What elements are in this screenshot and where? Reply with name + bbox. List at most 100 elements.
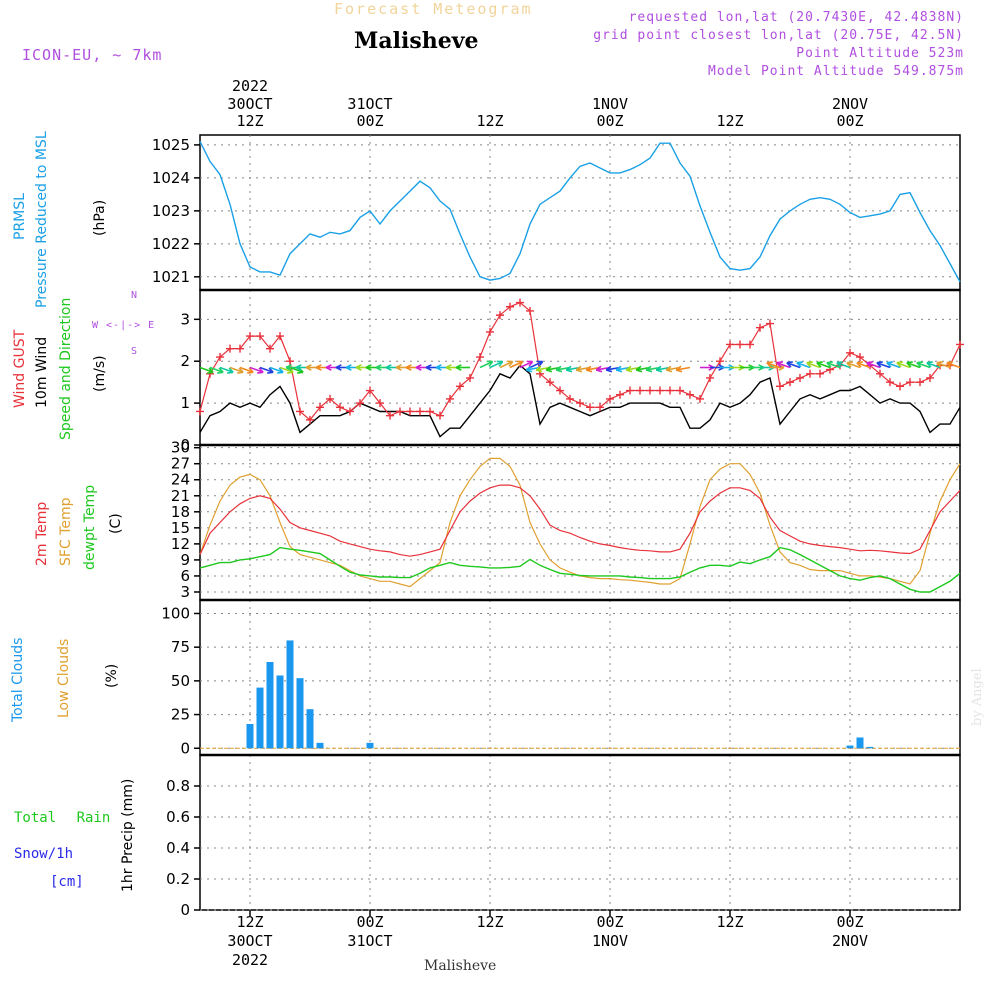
wind-arrow-head bbox=[876, 361, 883, 368]
wind-arrow-head bbox=[836, 361, 843, 368]
y-tick-label: 0.8 bbox=[166, 777, 190, 795]
wind-arrow-head bbox=[595, 365, 603, 373]
wind-arrow-head bbox=[295, 364, 302, 371]
gust-marker bbox=[296, 407, 304, 416]
wind-arrow-head bbox=[856, 361, 863, 368]
wind-arrow-head bbox=[826, 361, 833, 368]
wind-arrow bbox=[786, 361, 801, 369]
wind-arrow-head bbox=[635, 365, 643, 373]
y-tick-label: 0 bbox=[180, 436, 190, 454]
top-axis-label: 00Z bbox=[836, 112, 864, 130]
gust-marker bbox=[586, 403, 594, 412]
gust-marker bbox=[256, 332, 264, 341]
wind-arrow bbox=[896, 361, 911, 369]
wind-arrow-head bbox=[506, 360, 514, 367]
gust-marker bbox=[576, 399, 584, 408]
gust-marker bbox=[216, 353, 224, 362]
y-tick-label: 25 bbox=[171, 706, 190, 724]
wind-arrow-head bbox=[207, 367, 214, 374]
y-tick-label: 12 bbox=[171, 535, 190, 553]
top-axis-label: 12Z bbox=[236, 112, 264, 130]
precip-unit-label: 1hr Precip (mm) bbox=[120, 778, 136, 892]
wind-arrow-head bbox=[305, 364, 312, 371]
bottom-axis-label: 12Z bbox=[716, 913, 744, 931]
wind-arrow-head bbox=[806, 361, 813, 368]
wind-arrow-head bbox=[555, 365, 563, 373]
gust-marker bbox=[736, 340, 744, 349]
wind-arrow-head bbox=[536, 360, 544, 367]
snow-unit-label: [cm] bbox=[50, 874, 84, 890]
wind-arrow-head bbox=[237, 367, 244, 374]
wind-arrow bbox=[249, 366, 264, 374]
wind-arrow-head bbox=[575, 365, 583, 373]
compass-north: N bbox=[131, 290, 138, 301]
total-clouds-label: Total Clouds bbox=[10, 637, 26, 722]
sfc-temp-line bbox=[199, 457, 961, 588]
wind-arrow-head bbox=[655, 365, 663, 373]
chart-subtitle: Forecast Meteogram bbox=[334, 0, 533, 18]
wind-arrow bbox=[836, 361, 851, 369]
gust-marker bbox=[546, 378, 554, 387]
wind-arrow bbox=[866, 361, 881, 369]
gust-marker bbox=[646, 386, 654, 395]
gust-marker bbox=[806, 369, 814, 378]
model-label: ICON-EU, ~ 7km bbox=[22, 46, 163, 64]
credit-label: by Angel bbox=[970, 668, 985, 726]
wind-arrow bbox=[199, 366, 214, 374]
y-tick-label: 27 bbox=[171, 455, 190, 473]
gust-marker bbox=[766, 319, 774, 328]
gust-marker bbox=[476, 353, 484, 362]
temp-unit-label: (C) bbox=[108, 513, 124, 534]
y-tick-label: 100 bbox=[161, 604, 190, 622]
wind-arrow bbox=[529, 360, 544, 369]
gust-marker bbox=[786, 378, 794, 387]
low-clouds-label: Low Clouds bbox=[56, 638, 72, 718]
gust-marker bbox=[526, 306, 534, 315]
y-tick-label: 6 bbox=[180, 567, 190, 585]
bottom-axis-label: 00Z bbox=[356, 913, 384, 931]
bottom-axis-label: 30OCT bbox=[227, 932, 273, 950]
y-tick-label: 9 bbox=[180, 551, 190, 569]
wind-arrow-head bbox=[267, 367, 274, 374]
y-tick-label: 50 bbox=[171, 672, 190, 690]
wind-arrow-head bbox=[585, 365, 593, 373]
wind-arrow bbox=[489, 360, 504, 369]
gust-label: Wind GUST bbox=[12, 329, 28, 408]
wind-arrow-head bbox=[896, 361, 903, 368]
gust-marker bbox=[876, 369, 884, 378]
sfc-temp-label: SFC Temp bbox=[58, 497, 74, 566]
gust-marker bbox=[616, 390, 624, 399]
wind-arrow-head bbox=[425, 364, 432, 371]
pressure-line bbox=[199, 141, 961, 283]
gust-marker bbox=[366, 386, 374, 395]
gust-marker bbox=[666, 386, 674, 395]
wind-arrow bbox=[796, 361, 811, 369]
bottom-axis-label: 1NOV bbox=[591, 932, 629, 950]
gust-marker bbox=[496, 311, 504, 320]
gust-marker bbox=[346, 407, 354, 416]
wind-arrow-head bbox=[285, 364, 292, 371]
top-axis-label: 2NOV bbox=[831, 95, 869, 113]
cloud-bar bbox=[296, 678, 304, 749]
wind-arrow bbox=[509, 360, 524, 369]
gust-marker bbox=[416, 407, 424, 416]
wind-arrow-head bbox=[395, 364, 402, 371]
wind-arrow-head bbox=[916, 361, 923, 368]
gust-marker bbox=[726, 340, 734, 349]
gust-marker bbox=[246, 332, 254, 341]
cloud-bar bbox=[266, 662, 274, 749]
wind-arrow-head bbox=[335, 364, 342, 371]
temp2m-label: 2m Temp bbox=[34, 501, 50, 566]
wind-arrow-head bbox=[486, 360, 494, 367]
gust-marker bbox=[756, 323, 764, 332]
wind-arrow bbox=[936, 361, 951, 369]
wind-arrow-head bbox=[625, 365, 633, 373]
gust-marker bbox=[636, 386, 644, 395]
gust-marker bbox=[656, 386, 664, 395]
gust-marker bbox=[276, 332, 284, 341]
total-rain-label: Total Rain bbox=[14, 810, 111, 826]
gust-marker bbox=[196, 407, 204, 416]
y-tick-label: 0.6 bbox=[166, 808, 190, 826]
bottom-axis-label: 00Z bbox=[596, 913, 624, 931]
wind-arrow-head bbox=[526, 360, 534, 367]
